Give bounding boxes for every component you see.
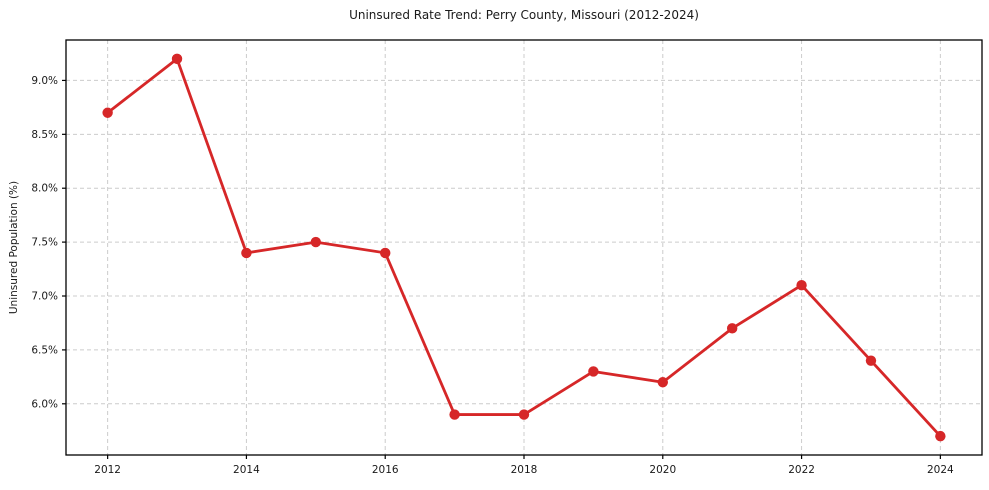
data-point — [657, 377, 668, 388]
data-point — [449, 409, 460, 420]
data-point — [102, 107, 113, 118]
chart-title: Uninsured Rate Trend: Perry County, Miss… — [349, 8, 699, 22]
data-point — [518, 409, 530, 420]
x-tick-label: 2020 — [649, 464, 676, 476]
data-point — [865, 355, 877, 366]
data-point — [588, 366, 599, 377]
y-tick-label: 8.0% — [31, 183, 58, 195]
y-tick-label: 6.0% — [31, 398, 58, 410]
x-tick-label: 2014 — [233, 464, 260, 476]
y-axis: 6.0% 6.5% 7.0% 7.5% 8.0% 8.5% 9.0% — [31, 75, 66, 410]
x-axis: 2012 2014 2016 2018 2020 2022 2024 — [94, 455, 954, 476]
data-point — [171, 53, 183, 65]
y-tick-label: 7.5% — [31, 237, 58, 249]
data-point — [796, 280, 807, 291]
x-tick-label: 2024 — [927, 464, 954, 476]
x-tick-label: 2012 — [94, 464, 121, 476]
y-tick-label: 9.0% — [31, 75, 58, 87]
data-point — [380, 247, 391, 259]
data-point — [726, 323, 738, 334]
grid — [66, 40, 982, 455]
x-tick-label: 2016 — [372, 464, 399, 476]
x-tick-label: 2018 — [511, 464, 538, 476]
x-tick-label: 2022 — [788, 464, 815, 476]
y-tick-label: 8.5% — [31, 129, 58, 141]
data-markers — [102, 53, 946, 442]
y-tick-label: 7.0% — [31, 291, 58, 303]
data-point — [935, 430, 946, 442]
y-tick-label: 6.5% — [31, 344, 58, 356]
data-point — [241, 247, 252, 259]
data-point — [310, 236, 322, 248]
